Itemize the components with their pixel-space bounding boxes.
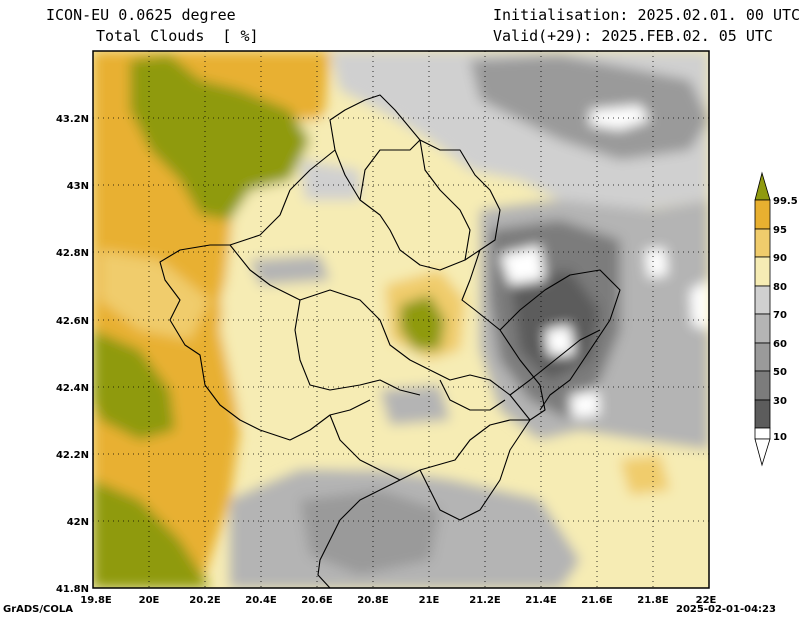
lon-label: 20.8E (357, 595, 389, 606)
colorbar-label: 50 (773, 367, 787, 378)
colorbar-labels: 99.5 95 90 80 70 60 50 30 10 (773, 196, 798, 443)
colorbar-label: 95 (773, 225, 787, 236)
west-olive-region-south (93, 480, 210, 588)
internal-border-6 (499, 269, 621, 411)
administrative-borders (159, 94, 621, 589)
north-clear-patch (590, 105, 650, 130)
internal-border-7 (509, 329, 601, 396)
central-yellow-zone (220, 120, 480, 470)
colorbar-swatch-30 (754, 370, 771, 401)
center-grey-blob-2 (380, 385, 450, 425)
internal-border-10 (419, 419, 531, 521)
lat-label: 43.2N (56, 114, 89, 125)
colorbar-swatch-80 (754, 256, 771, 287)
valid-time: Valid(+29): 2025.FEB.02. 05 UTC (493, 27, 773, 45)
latitude-axis: 43.2N 43N 42.8N 42.6N 42.4N 42.2N 42N 41… (56, 114, 89, 595)
model-title: ICON-EU 0.0625 degree (46, 6, 236, 24)
lon-label: 21.8E (637, 595, 669, 606)
center-grey-blob-3 (300, 160, 360, 200)
east-clear-patch-2 (545, 325, 575, 355)
southeast-orange-patch (620, 455, 670, 495)
country-outline (289, 94, 546, 589)
lat-label: 42.4N (56, 383, 89, 394)
colorbar-label: 90 (773, 253, 787, 264)
longitude-axis: 19.8E 20E 20.2E 20.4E 20.6E 20.8E 21E 21… (80, 595, 716, 606)
lat-label: 42.8N (56, 248, 89, 259)
colorbar-swatch-70 (754, 285, 771, 315)
lat-label: 42.2N (56, 450, 89, 461)
internal-border-8 (439, 379, 506, 411)
internal-border-2 (229, 244, 531, 421)
colorbar-label: 99.5 (773, 196, 798, 207)
colorbar-swatch-low (754, 427, 771, 440)
west-outline (159, 189, 371, 441)
colorbar-bottom-triangle (754, 438, 771, 467)
lon-label: 22E (696, 595, 717, 606)
north-dark-patch (470, 55, 709, 160)
map-frame (92, 50, 710, 589)
lon-label: 21.6E (581, 595, 613, 606)
variable-title: Total Clouds [ %] (96, 27, 259, 45)
colorbar-swatch-10 (754, 399, 771, 429)
colorbar-swatch-60 (754, 313, 771, 344)
lon-label: 20E (139, 595, 160, 606)
colorbar-swatch-95 (754, 199, 771, 230)
colorbar-top-triangle (754, 171, 771, 201)
lon-label: 21.2E (469, 595, 501, 606)
lon-label: 21E (419, 595, 440, 606)
internal-border-5 (359, 139, 421, 201)
lat-label: 42.6N (56, 316, 89, 327)
internal-border-3 (294, 299, 421, 396)
center-grey-blob-1 (250, 255, 330, 285)
east-clear-patch-4 (690, 280, 709, 330)
southeast-yellow-area (540, 440, 709, 588)
colorbar-swatch-50 (754, 342, 771, 372)
cloud-field (93, 51, 709, 588)
lon-label: 20.6E (301, 595, 333, 606)
colorbar-label: 80 (773, 282, 787, 293)
lon-label: 20.4E (245, 595, 277, 606)
internal-border-1 (334, 149, 481, 271)
colorbar-label: 70 (773, 310, 787, 321)
init-time: Initialisation: 2025.02.01. 00 UTC (493, 6, 800, 24)
east-clear-patch-5 (645, 248, 668, 278)
colorbar (754, 171, 771, 467)
generation-timestamp: 2025-02-01-04:23 (676, 604, 776, 615)
internal-border-9 (329, 414, 401, 481)
colorbar-label: 60 (773, 339, 787, 350)
orange-patch-west (100, 250, 210, 340)
lat-label: 42N (67, 517, 89, 528)
lon-label: 19.8E (80, 595, 112, 606)
lon-label: 21.4E (525, 595, 557, 606)
lon-label: 20.2E (189, 595, 221, 606)
east-clear-patch-1 (500, 245, 545, 285)
software-credit: GrADS/COLA (3, 604, 73, 615)
center-olive-patch (400, 295, 445, 350)
lat-label: 43N (67, 181, 89, 192)
lat-label: 41.8N (56, 584, 89, 595)
south-dark-patch (300, 490, 440, 575)
colorbar-label: 10 (773, 432, 787, 443)
colorbar-swatch-90 (754, 228, 771, 258)
west-olive-region-southwest (93, 330, 175, 440)
east-darkest-core (510, 270, 600, 380)
internal-border-4 (419, 139, 471, 261)
west-olive-region-north (130, 55, 310, 220)
colorbar-label: 30 (773, 396, 787, 407)
east-clear-patch-3 (570, 390, 600, 418)
